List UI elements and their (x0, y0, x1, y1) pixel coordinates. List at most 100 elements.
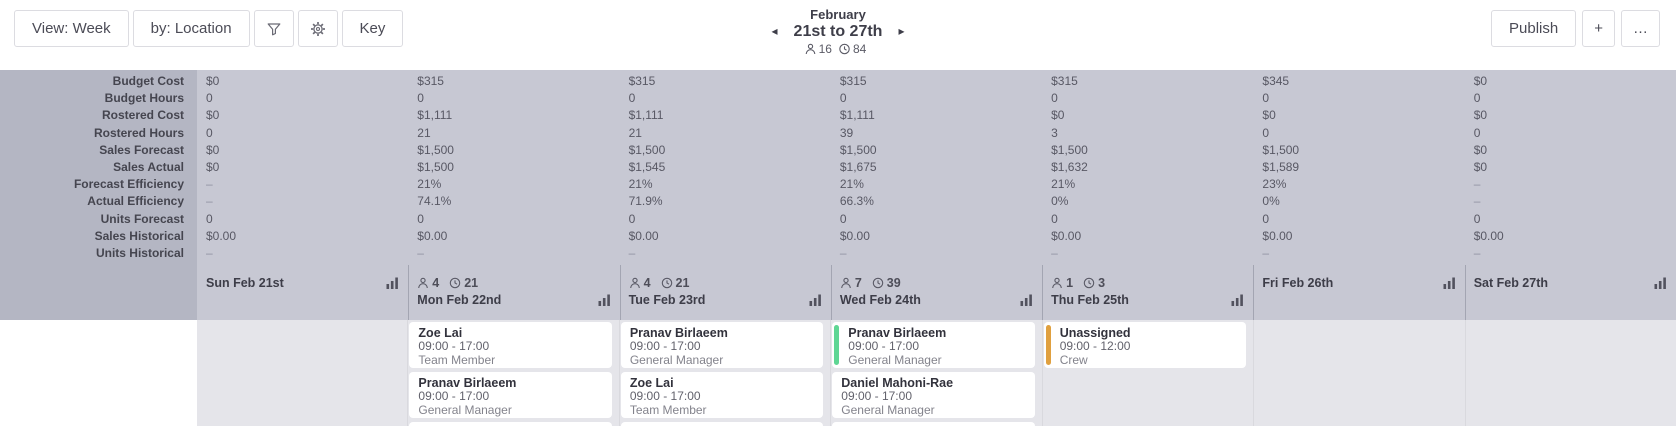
shift-card[interactable]: Unassigned 09:00 - 12:00 Crew (1043, 322, 1247, 368)
metric-label: Forecast Efficiency (73, 177, 184, 192)
metric-value: 0 (206, 211, 213, 226)
filter-funnel-icon (266, 21, 282, 37)
metric-value: – (839, 245, 847, 260)
metric-value: 0 (628, 211, 636, 226)
metric-label: Sales Historical (94, 228, 184, 243)
metric-value: 3 (1051, 125, 1058, 140)
metric-value: – (1473, 245, 1481, 260)
bar-chart-icon[interactable] (1443, 277, 1456, 290)
metric-value: 0 (1473, 125, 1481, 140)
day-name: Mon Feb 22nd (417, 293, 502, 308)
previous-week-arrow[interactable]: ◂ (771, 24, 778, 38)
people-icon (417, 277, 429, 289)
shift-card[interactable]: Daniel Mahoni-Rae 09:00 - 17:00 General … (832, 372, 1035, 418)
metric-value: 71.9% (628, 194, 663, 209)
day-people-count: 1 (1066, 275, 1074, 290)
day-header-wed[interactable]: 7 39 Wed Feb 24th (830, 265, 1042, 320)
shift-time: 09:00 - 12:00 (1059, 339, 1131, 353)
shift-card-partial[interactable] (832, 422, 1035, 426)
day-header-tue[interactable]: 4 21 Tue Feb 23rd (619, 265, 831, 320)
shift-card[interactable]: Zoe Lai 09:00 - 17:00 Team Member (409, 322, 612, 368)
day-header-thu[interactable]: 1 3 Thu Feb 25th (1042, 265, 1253, 320)
day-header-sun[interactable]: Sun Feb 21st (197, 265, 408, 320)
more-options-button[interactable]: … (1621, 10, 1660, 47)
metric-value: 74.1% (417, 194, 452, 209)
metric-label: Units Forecast (100, 211, 184, 226)
day-header-sat[interactable]: Sat Feb 27th (1464, 265, 1676, 320)
metric-value: – (206, 194, 213, 209)
people-icon (805, 43, 817, 55)
add-button[interactable]: + (1582, 10, 1615, 47)
shift-card[interactable]: Pranav Birlaeem 09:00 - 17:00 General Ma… (620, 322, 824, 368)
metric-value: 0 (417, 211, 424, 226)
metric-value: $0 (1473, 74, 1488, 88)
shift-role: General Manager (841, 402, 935, 417)
metric-labels-column: Budget Cost Budget Hours Rostered Cost R… (0, 70, 197, 320)
metric-value: $0.00 (628, 228, 659, 243)
metric-value: 21 (628, 125, 642, 140)
shift-employee-name: Zoe Lai (629, 376, 674, 390)
day-header-mon[interactable]: 4 21 Mon Feb 22nd (408, 265, 619, 320)
bar-chart-icon[interactable] (1231, 294, 1244, 307)
metric-value: $0 (1473, 142, 1488, 157)
metric-value: $1,500 (839, 142, 877, 157)
shift-time: 09:00 - 17:00 (418, 339, 490, 353)
shift-role: General Manager (418, 402, 512, 417)
shift-status-bar-orange (1045, 325, 1051, 365)
next-week-arrow[interactable]: ▸ (898, 24, 905, 38)
bar-chart-icon[interactable] (1020, 294, 1033, 307)
shift-card-partial[interactable] (409, 422, 612, 426)
metric-value: 0 (1262, 91, 1270, 106)
metric-label: Units Historical (95, 245, 184, 260)
total-hours-count: 84 (852, 42, 867, 56)
metric-value: $0.00 (1473, 228, 1504, 243)
shift-card[interactable]: Pranav Birlaeem 09:00 - 17:00 General Ma… (409, 372, 612, 418)
metric-value: – (1473, 194, 1481, 209)
view-mode-button[interactable]: View: Week (14, 10, 129, 47)
bar-chart-icon[interactable] (598, 294, 611, 307)
shift-role: General Manager (848, 352, 942, 367)
shifts-column-mon: Zoe Lai 09:00 - 17:00 Team Member Pranav… (407, 320, 619, 426)
schedule-grid: Zoe Lai 09:00 - 17:00 Team Member Pranav… (0, 320, 1676, 426)
metric-value: $0.00 (839, 228, 870, 243)
settings-button[interactable] (297, 10, 338, 47)
bar-chart-icon[interactable] (386, 277, 399, 290)
shift-employee-name: Unassigned (1059, 326, 1131, 340)
toolbar: View: Week by: Location (0, 0, 1676, 70)
bar-chart-icon[interactable] (809, 294, 822, 307)
metric-value: $0 (1262, 108, 1276, 123)
metric-value: 0 (839, 91, 847, 106)
shift-role: Team Member (629, 402, 707, 417)
shift-time: 09:00 - 17:00 (629, 389, 701, 403)
day-name: Tue Feb 23rd (628, 293, 706, 308)
day-name: Sun Feb 21st (206, 276, 284, 291)
shift-card[interactable]: Pranav Birlaeem 09:00 - 17:00 General Ma… (832, 322, 1035, 368)
shift-card[interactable]: Zoe Lai 09:00 - 17:00 Team Member (620, 372, 824, 418)
metric-value: $315 (839, 74, 867, 88)
key-button[interactable]: Key (341, 10, 404, 47)
shift-employee-name: Zoe Lai (418, 326, 463, 340)
filter-button[interactable] (253, 10, 294, 47)
day-name: Sat Feb 27th (1473, 276, 1549, 291)
schedule-label-column (0, 320, 197, 426)
metric-value: $0 (206, 108, 220, 123)
day-stats: 7 39 (840, 274, 1033, 291)
publish-button[interactable]: Publish (1491, 10, 1577, 47)
day-stats: 1 3 (1051, 274, 1244, 291)
shifts-column-tue: Pranav Birlaeem 09:00 - 17:00 General Ma… (618, 320, 831, 426)
metric-value: $315 (1051, 74, 1078, 88)
day-hours-count: 3 (1098, 275, 1106, 290)
clock-icon (661, 277, 673, 289)
metric-value: 0 (1051, 91, 1058, 106)
bar-chart-icon[interactable] (1654, 277, 1667, 290)
day-column-mon: $315 0 $1,111 21 $1,500 $1,500 21% 74.1%… (408, 70, 620, 320)
shift-role: Crew (1059, 352, 1088, 367)
group-by-button[interactable]: by: Location (132, 10, 250, 47)
metric-value: $0.00 (1051, 228, 1082, 243)
metric-value: 21% (1051, 177, 1076, 192)
metric-value: $1,111 (417, 108, 453, 123)
shift-card-partial[interactable] (620, 422, 824, 426)
day-header-fri[interactable]: Fri Feb 26th (1253, 265, 1464, 320)
metric-value: $1,500 (1051, 142, 1088, 157)
metric-value: $0.00 (1262, 228, 1293, 243)
